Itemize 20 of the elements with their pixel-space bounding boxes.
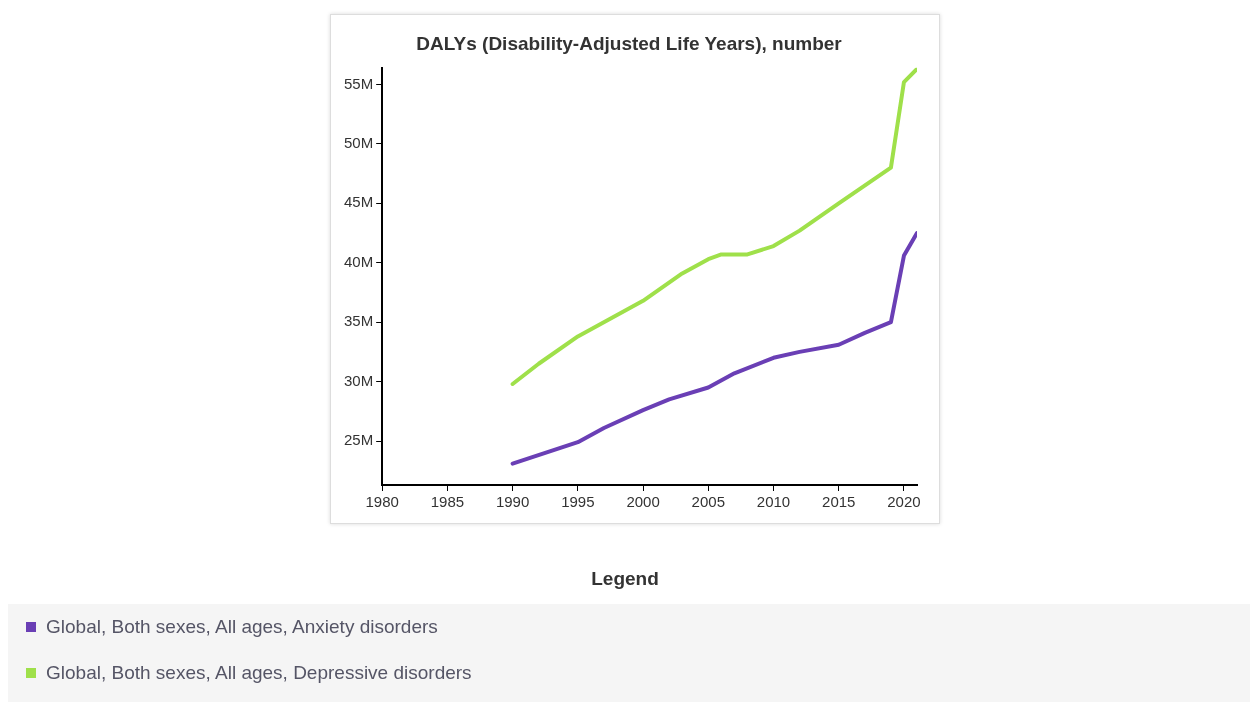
legend-label: Global, Both sexes, All ages, Depressive disorders: [46, 662, 472, 684]
y-tick-label: 25M: [343, 431, 374, 449]
y-tick-label: 45M: [343, 193, 374, 211]
y-tick-label: 50M: [343, 134, 374, 152]
legend-label: Global, Both sexes, All ages, Anxiety disorders: [46, 616, 438, 638]
x-tick-label: 2005: [691, 493, 725, 511]
legend-title: Legend: [590, 568, 660, 590]
y-tick-label: 30M: [343, 371, 374, 389]
chart-title: DALYs (Disability-Adjusted Life Years), number: [416, 32, 843, 54]
y-tick-label: 55M: [343, 74, 374, 92]
x-tick-label: 1995: [561, 493, 595, 511]
x-tick-label: 2015: [822, 493, 856, 511]
x-tick-label: 1985: [430, 493, 465, 511]
y-tick-label: 35M: [343, 312, 374, 330]
x-tick-label: 2010: [756, 493, 791, 511]
y-tick-label: 40M: [343, 252, 374, 270]
x-tick-label: 2020: [887, 493, 921, 511]
x-tick-label: 1980: [365, 493, 399, 511]
x-tick-label: 1990: [495, 493, 530, 511]
x-tick-label: 2000: [626, 493, 660, 511]
